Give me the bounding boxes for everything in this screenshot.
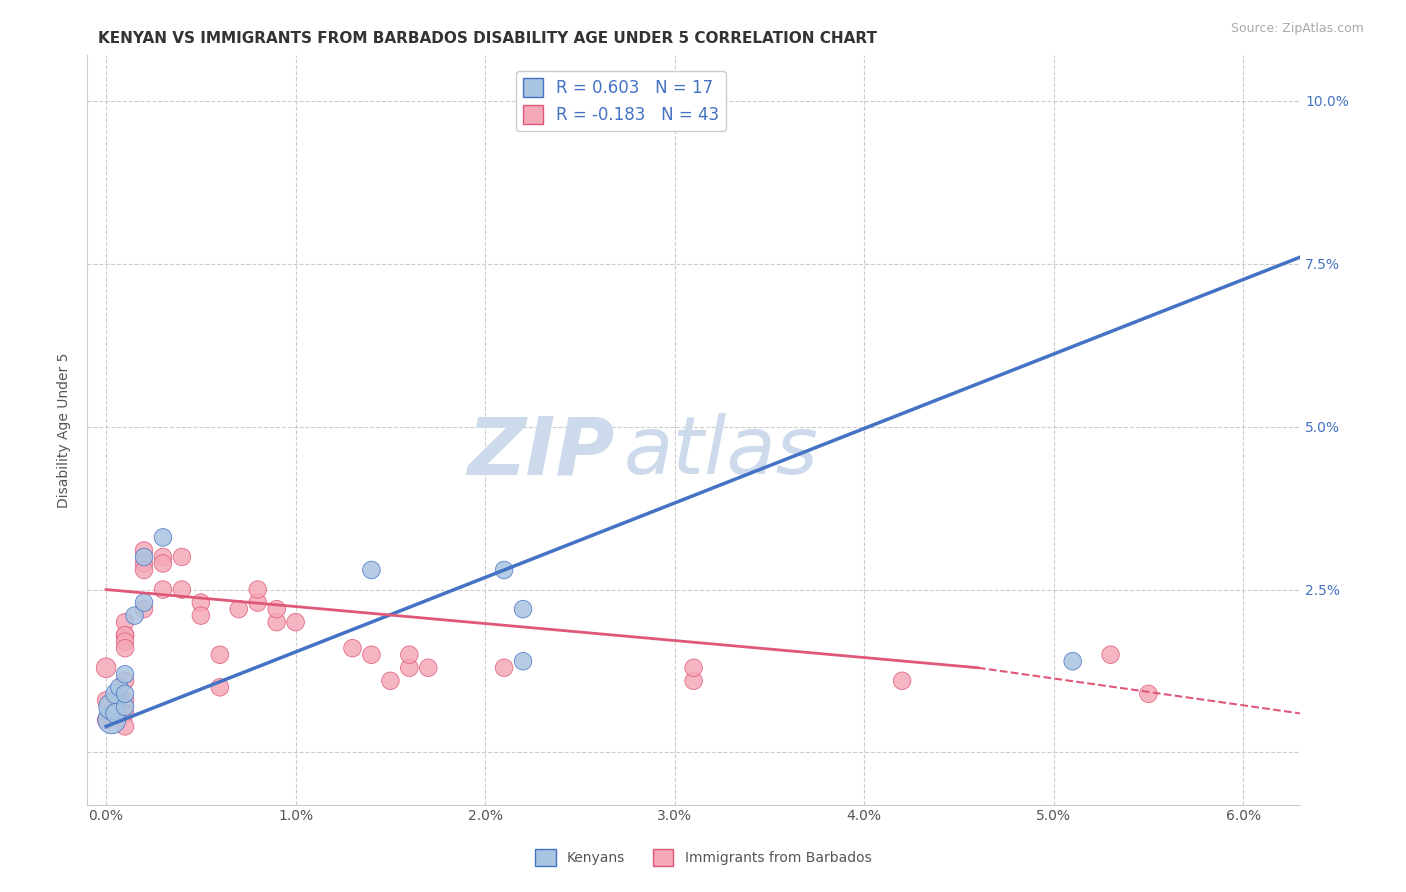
Point xyxy=(101,713,124,727)
Point xyxy=(398,661,420,675)
Point xyxy=(246,596,269,610)
Point xyxy=(284,615,307,629)
Point xyxy=(1062,654,1084,668)
Y-axis label: Disability Age Under 5: Disability Age Under 5 xyxy=(58,352,72,508)
Point xyxy=(418,661,440,675)
Point xyxy=(170,582,193,597)
Point xyxy=(114,641,136,656)
Point xyxy=(512,654,534,668)
Point xyxy=(682,661,704,675)
Point xyxy=(1137,687,1160,701)
Point xyxy=(360,563,382,577)
Point xyxy=(228,602,250,616)
Point xyxy=(190,596,212,610)
Point xyxy=(342,641,364,656)
Point xyxy=(114,699,136,714)
Point xyxy=(108,681,131,695)
Point xyxy=(114,719,136,733)
Point xyxy=(132,557,155,571)
Point xyxy=(124,608,146,623)
Point xyxy=(682,673,704,688)
Point xyxy=(494,563,516,577)
Point xyxy=(114,693,136,707)
Point xyxy=(152,582,174,597)
Point xyxy=(114,667,136,681)
Point xyxy=(132,602,155,616)
Point xyxy=(101,699,124,714)
Point xyxy=(132,563,155,577)
Point xyxy=(132,596,155,610)
Point xyxy=(94,713,117,727)
Point xyxy=(360,648,382,662)
Point xyxy=(114,628,136,642)
Point xyxy=(152,557,174,571)
Point xyxy=(398,648,420,662)
Point xyxy=(114,615,136,629)
Text: atlas: atlas xyxy=(623,413,818,491)
Point xyxy=(104,706,127,721)
Point xyxy=(494,661,516,675)
Text: KENYAN VS IMMIGRANTS FROM BARBADOS DISABILITY AGE UNDER 5 CORRELATION CHART: KENYAN VS IMMIGRANTS FROM BARBADOS DISAB… xyxy=(98,31,877,46)
Point xyxy=(512,602,534,616)
Text: ZIP: ZIP xyxy=(467,413,614,491)
Point xyxy=(208,681,231,695)
Legend: R = 0.603   N = 17, R = -0.183   N = 43: R = 0.603 N = 17, R = -0.183 N = 43 xyxy=(516,71,725,131)
Point xyxy=(94,693,117,707)
Point xyxy=(152,549,174,564)
Legend: Kenyans, Immigrants from Barbados: Kenyans, Immigrants from Barbados xyxy=(529,844,877,871)
Point xyxy=(266,615,288,629)
Point xyxy=(94,661,117,675)
Point xyxy=(266,602,288,616)
Point xyxy=(891,673,914,688)
Point xyxy=(132,549,155,564)
Point xyxy=(114,628,136,642)
Point xyxy=(132,543,155,558)
Point xyxy=(114,634,136,648)
Point xyxy=(1099,648,1122,662)
Point xyxy=(114,673,136,688)
Point xyxy=(114,706,136,721)
Point xyxy=(246,582,269,597)
Point xyxy=(152,530,174,544)
Point xyxy=(380,673,402,688)
Text: Source: ZipAtlas.com: Source: ZipAtlas.com xyxy=(1230,22,1364,36)
Point xyxy=(170,549,193,564)
Point xyxy=(104,687,127,701)
Point xyxy=(208,648,231,662)
Point xyxy=(190,608,212,623)
Point xyxy=(114,687,136,701)
